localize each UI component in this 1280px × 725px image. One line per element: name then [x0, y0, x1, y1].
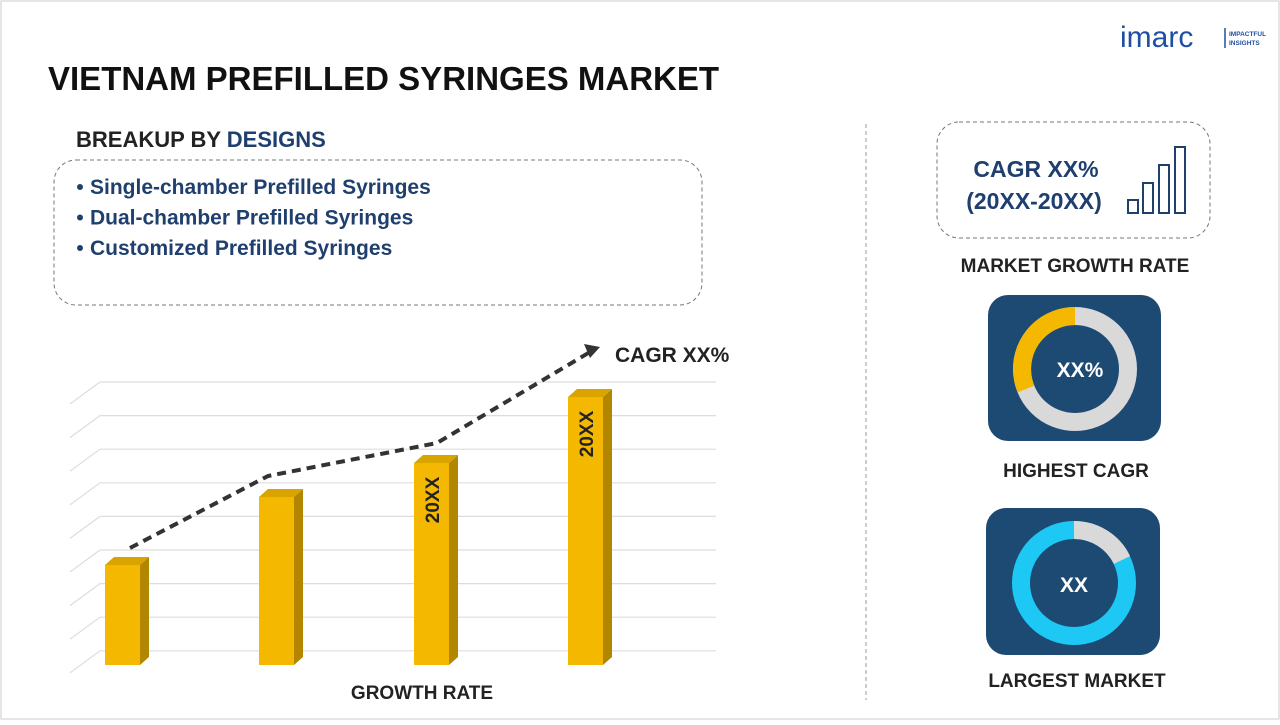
bar-top [105, 557, 149, 565]
caption: LARGEST MARKET [988, 671, 1166, 692]
grid-line [69, 415, 101, 439]
bar-top [414, 455, 458, 463]
breakup-item: Dual-chamber Prefilled Syringes [90, 207, 413, 230]
grid-line [69, 448, 101, 472]
bar-side [140, 557, 149, 665]
trend-arrow [129, 350, 592, 550]
bar-side [294, 489, 303, 665]
cagr-box [936, 121, 1211, 239]
arrow-head [584, 344, 600, 358]
growth-icon [1127, 146, 1186, 214]
grid-line [69, 583, 101, 607]
bullet [77, 214, 83, 221]
breakup-heading: BREAKUP BY DESIGNS [76, 127, 326, 152]
caption: HIGHEST CAGR [1003, 461, 1149, 482]
bar [105, 565, 140, 665]
logo-tagline: INSIGHTS [1229, 40, 1260, 47]
card-value: XX [1060, 574, 1088, 597]
bullet [77, 245, 83, 251]
ring-segment [1073, 520, 1131, 565]
breakup-item: Customized Prefilled Syringes [90, 237, 392, 260]
chart-bars [105, 389, 612, 665]
grid-line [69, 549, 101, 573]
logo-brand: imarc [1120, 21, 1193, 54]
breakup-highlight: DESIGNS [227, 127, 326, 152]
chart-grid [69, 381, 716, 674]
breakup-item: Single-chamber Prefilled Syringes [90, 176, 431, 199]
grid-line [69, 650, 101, 674]
caption: MARKET GROWTH RATE [961, 256, 1190, 277]
cagr-line: (20XX-20XX) [966, 188, 1102, 214]
bar-label: 20XX [423, 476, 444, 523]
bullet [77, 184, 83, 190]
breakup-label: BREAKUP BY [76, 127, 221, 152]
cagr-line: CAGR XX% [973, 156, 1098, 182]
bar-top [259, 489, 303, 497]
grid-line [69, 616, 101, 640]
bar [568, 397, 603, 665]
breakup-list: Single-chamber Prefilled Syringes Dual-ch… [77, 176, 431, 260]
bar [414, 463, 449, 665]
breakup-box [53, 159, 703, 306]
bar-top [568, 389, 612, 397]
title: VIETNAM PREFILLED SYRINGES MARKET [48, 60, 719, 97]
bar-side [449, 455, 458, 665]
grid-line [69, 482, 101, 506]
cagr-annotation: CAGR XX% [615, 344, 730, 367]
bar-label: 20XX [577, 410, 598, 457]
axis-label: GROWTH RATE [351, 683, 493, 704]
bar [259, 497, 294, 665]
ring-segment [1013, 307, 1076, 393]
card-value: XX% [1057, 359, 1104, 382]
logo-tagline: IMPACTFUL [1229, 31, 1266, 38]
bar-side [603, 389, 612, 665]
grid-line [69, 515, 101, 539]
grid-line [69, 381, 101, 405]
